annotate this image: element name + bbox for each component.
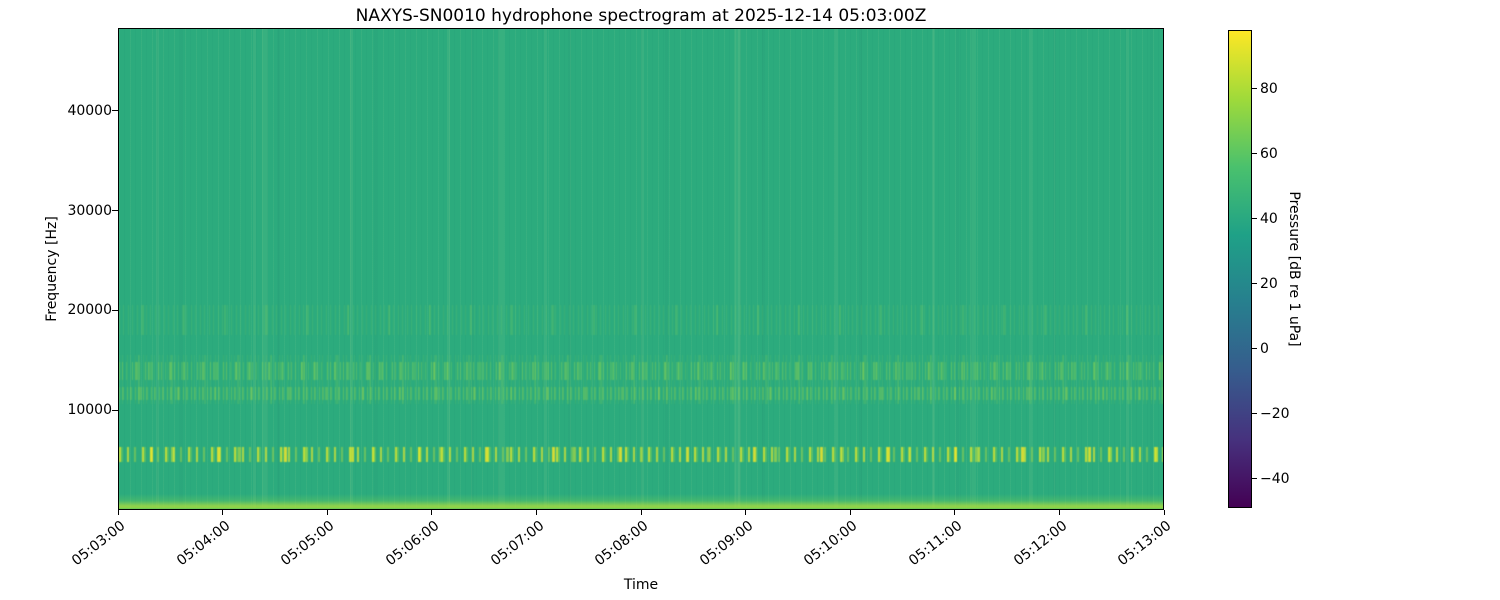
colorbar-tick-mark: [1252, 348, 1257, 350]
x-tick-label: 05:08:00: [592, 517, 652, 570]
colorbar-tick-mark: [1252, 88, 1257, 90]
x-tick-mark: [640, 510, 642, 515]
colorbar-tick-mark: [1252, 478, 1257, 480]
y-tick-label: 10000: [67, 402, 112, 419]
band-midfreq-wide: [119, 354, 1163, 405]
x-tick-label: 05:07:00: [487, 517, 547, 570]
colorbar-label: Pressure [dB re 1 uPa]: [1286, 191, 1302, 347]
y-tick-mark: [112, 409, 118, 411]
colorbar: [1228, 30, 1252, 508]
x-tick-mark: [222, 510, 224, 515]
colorbar-tick-mark: [1252, 283, 1257, 285]
y-tick-label: 30000: [67, 202, 112, 219]
colorbar-tick-mark: [1252, 218, 1257, 220]
colorbar-tick-label: −20: [1260, 405, 1290, 422]
x-tick-mark: [117, 510, 119, 515]
x-tick-label: 05:13:00: [1115, 517, 1175, 570]
x-tick-label: 05:09:00: [696, 517, 757, 570]
chart-title: NAXYS-SN0010 hydrophone spectrogram at 2…: [355, 6, 927, 26]
x-tick-mark: [1163, 510, 1165, 515]
x-tick-label: 05:04:00: [173, 517, 234, 570]
x-tick-label: 05:03:00: [69, 517, 129, 570]
x-tick-mark: [1058, 510, 1060, 515]
lowfreq-bottom-strip: [119, 494, 1163, 509]
x-tick-mark: [954, 510, 956, 515]
x-tick-mark: [431, 510, 433, 515]
band-19khz: [119, 305, 1163, 335]
x-axis-label: Time: [623, 577, 659, 593]
x-tick-mark: [326, 510, 328, 515]
colorbar-tick-mark: [1252, 153, 1257, 155]
y-tick-mark: [112, 309, 118, 311]
y-tick-label: 40000: [67, 102, 112, 119]
x-tick-label: 05:10:00: [801, 517, 861, 570]
x-tick-label: 05:05:00: [278, 517, 338, 570]
y-tick-label: 20000: [67, 302, 112, 319]
colorbar-tick-label: 60: [1260, 145, 1278, 162]
y-tick-mark: [112, 110, 118, 112]
colorbar-tick-label: 20: [1260, 275, 1278, 292]
x-tick-mark: [745, 510, 747, 515]
band-11khz: [119, 386, 1163, 400]
colorbar-tick-label: −40: [1260, 470, 1290, 487]
x-tick-mark: [535, 510, 537, 515]
x-tick-mark: [849, 510, 851, 515]
x-tick-label: 05:06:00: [382, 517, 443, 570]
colorbar-tick-label: 40: [1260, 210, 1278, 227]
colorbar-tick-label: 80: [1260, 80, 1278, 97]
band-13khz: [119, 362, 1163, 380]
spectrogram-plot: [118, 28, 1164, 510]
colorbar-tick-mark: [1252, 413, 1257, 415]
time-striation-layer: [119, 29, 1163, 509]
y-tick-mark: [112, 210, 118, 212]
tonal-band-5khz: [119, 447, 1163, 462]
spectrogram-base-layer: [119, 29, 1163, 509]
x-tick-label: 05:11:00: [905, 517, 966, 570]
colorbar-tick-label: 0: [1260, 340, 1269, 357]
x-tick-label: 05:12:00: [1010, 517, 1070, 570]
